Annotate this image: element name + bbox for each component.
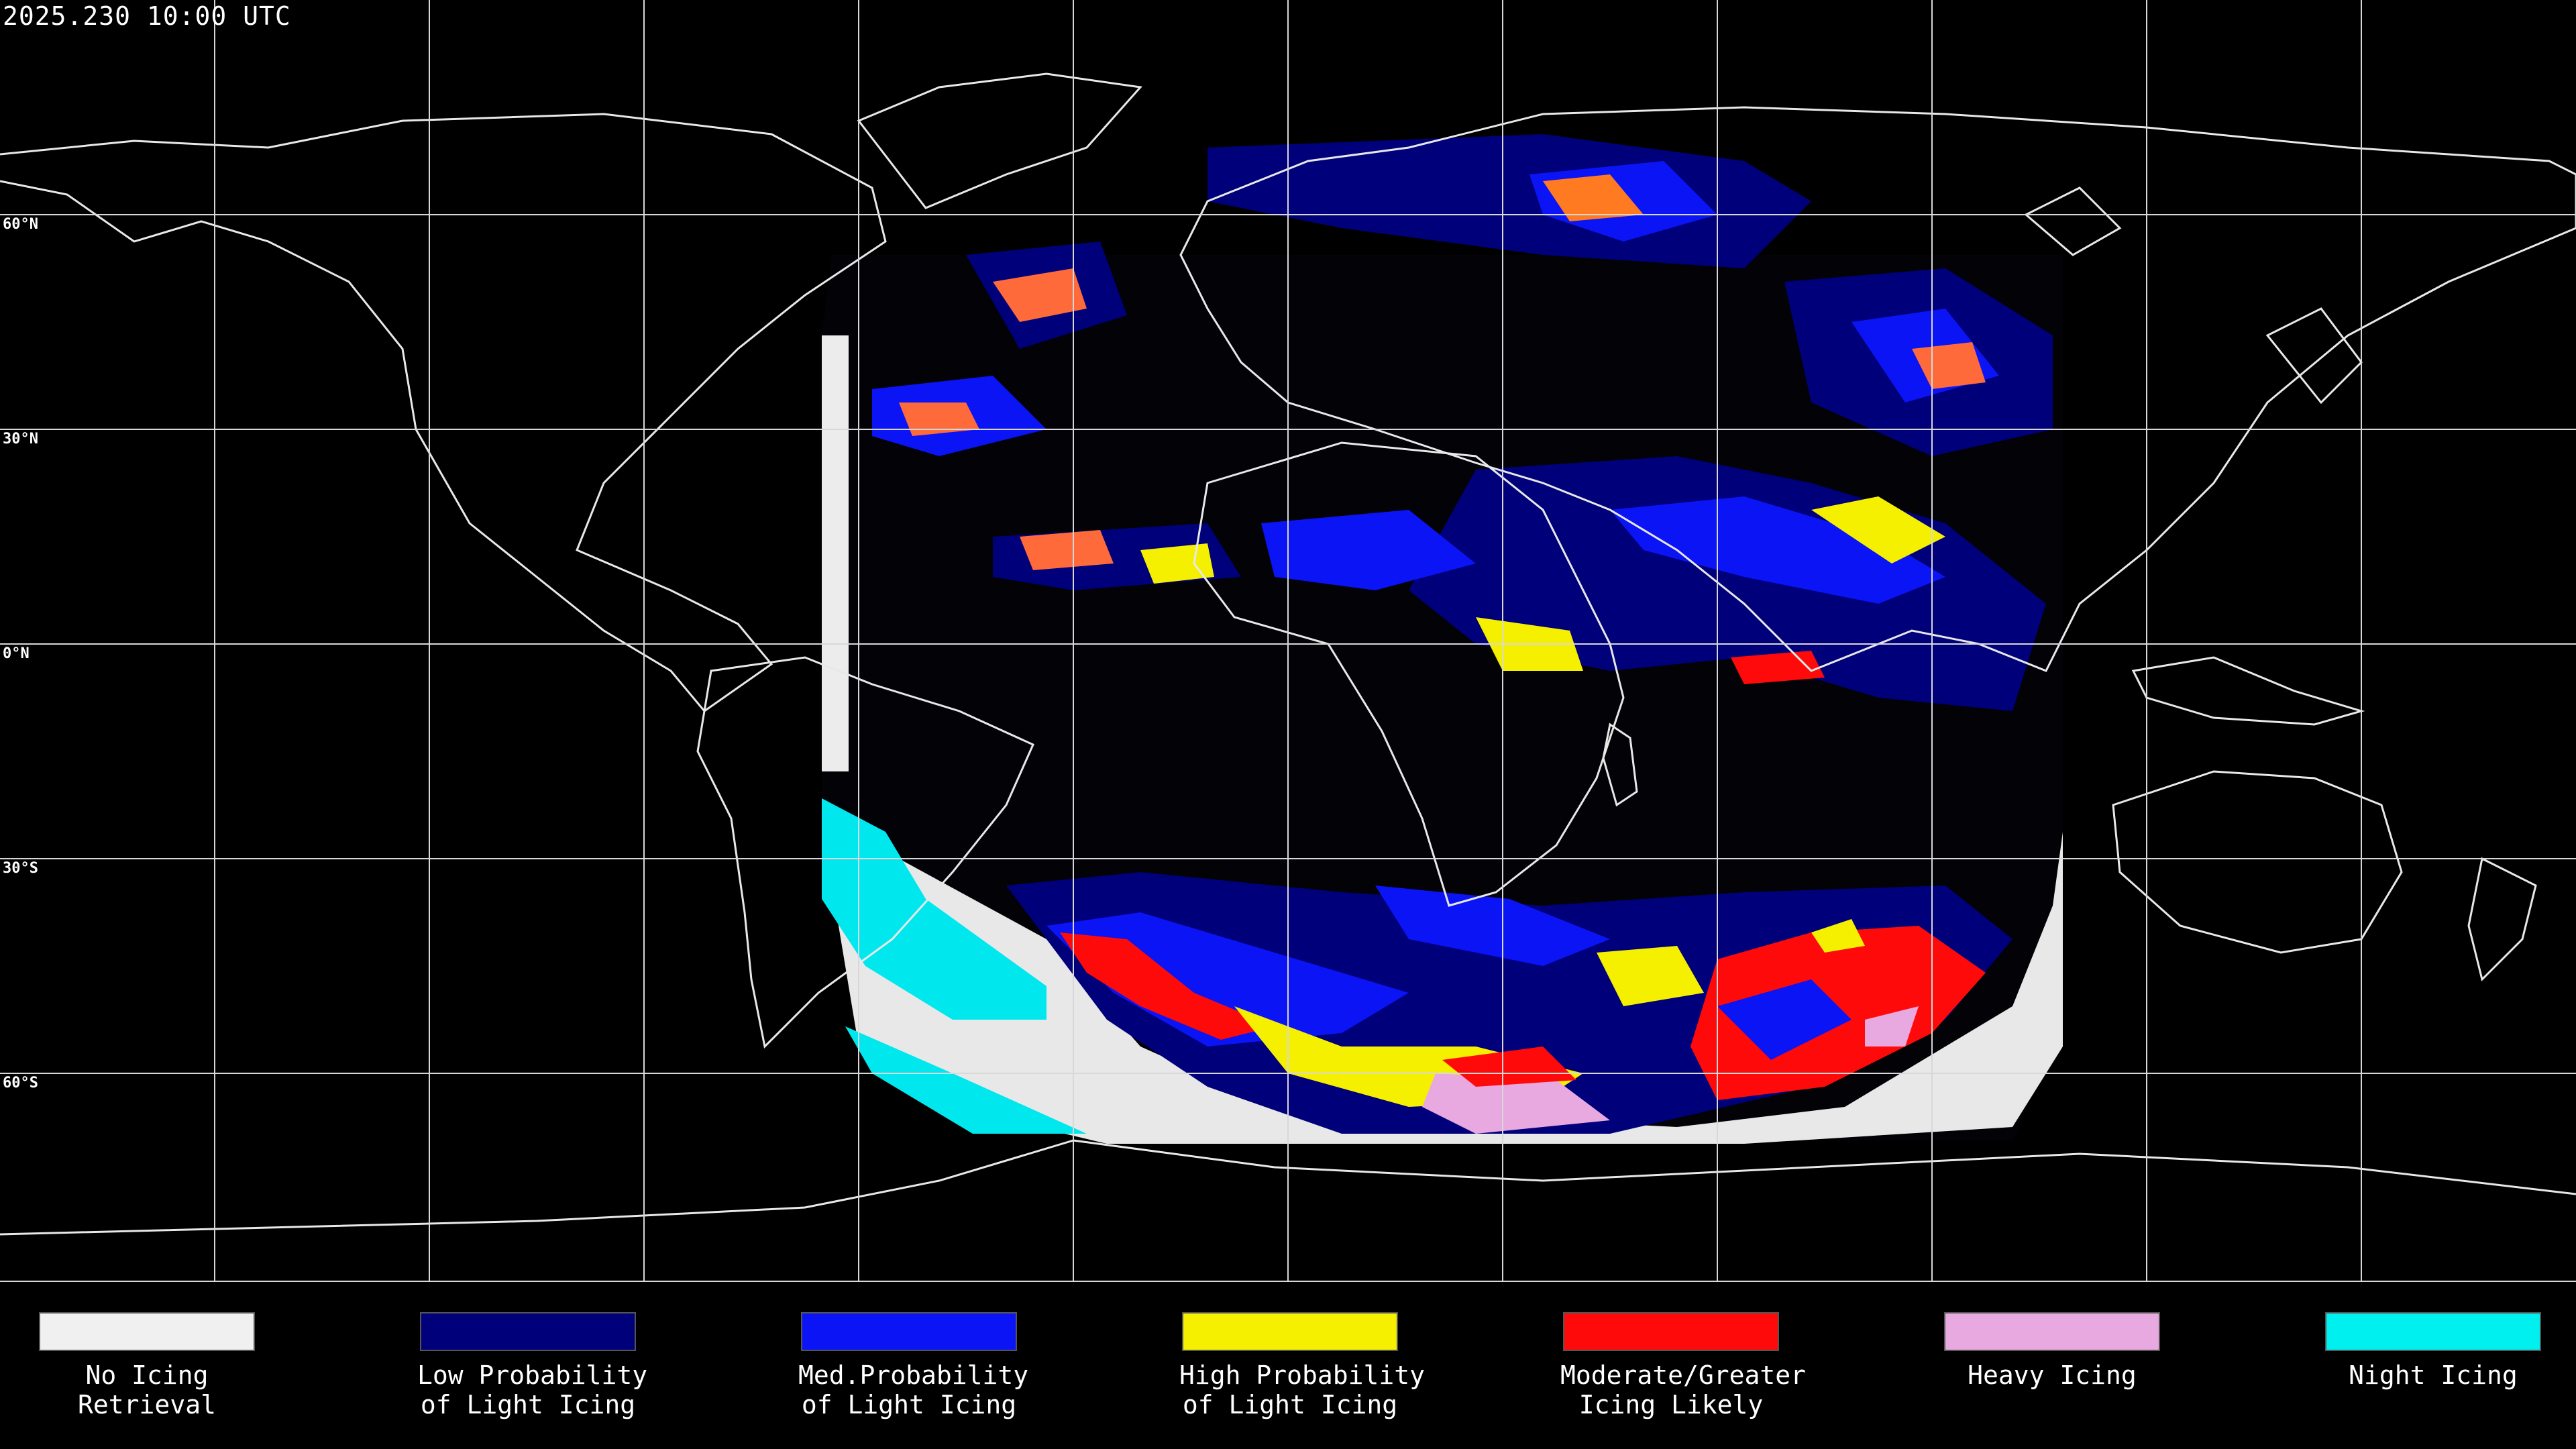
- legend-item-moderate-greater: Moderate/Greater Icing Likely: [1560, 1312, 1807, 1419]
- legend-label-night-icing: Night Icing: [2349, 1360, 2518, 1390]
- legend-label-high-probability: High Probability of Light Icing: [1179, 1360, 1426, 1419]
- legend-swatch-low-probability: [420, 1312, 636, 1351]
- legend-label-med-probability: Med.Probability of Light Icing: [798, 1360, 1029, 1419]
- lat-label-30n: 30°N: [3, 431, 38, 447]
- legend-label-heavy-icing: Heavy Icing: [1968, 1360, 2137, 1390]
- timestamp-label: 2025.230 10:00 UTC: [3, 1, 291, 31]
- legend-label-moderate-greater: Moderate/Greater Icing Likely: [1560, 1360, 1807, 1419]
- lat-label-0n: 0°N: [3, 645, 30, 662]
- lat-label-60n: 60°N: [3, 216, 38, 233]
- legend-item-low-probability: Low Probability of Light Icing: [417, 1312, 648, 1419]
- legend-swatch-no-icing: [39, 1312, 255, 1351]
- legend-label-no-icing: No Icing Retrieval: [78, 1360, 216, 1419]
- legend-swatch-moderate-greater: [1563, 1312, 1779, 1351]
- legend-item-no-icing: No Icing Retrieval: [36, 1312, 258, 1419]
- legend-item-heavy-icing: Heavy Icing: [1941, 1312, 2163, 1390]
- lat-label-30s: 30°S: [3, 860, 38, 877]
- legend-swatch-high-probability: [1182, 1312, 1398, 1351]
- legend-swatch-night-icing: [2325, 1312, 2541, 1351]
- legend-swatch-heavy-icing: [1944, 1312, 2160, 1351]
- satellite-coverage: [822, 134, 2063, 1144]
- legend-label-low-probability: Low Probability of Light Icing: [417, 1360, 648, 1419]
- legend: No Icing Retrieval Low Probability of Li…: [0, 1288, 2576, 1449]
- legend-item-night-icing: Night Icing: [2322, 1312, 2544, 1390]
- icing-map: [0, 0, 2576, 1282]
- map-svg: [0, 0, 2576, 1282]
- legend-item-high-probability: High Probability of Light Icing: [1179, 1312, 1426, 1419]
- coastlines: [0, 72, 2576, 1236]
- legend-swatch-med-probability: [801, 1312, 1017, 1351]
- graticule: [0, 0, 2576, 1282]
- lat-label-60s: 60°S: [3, 1075, 38, 1091]
- legend-item-med-probability: Med.Probability of Light Icing: [798, 1312, 1029, 1419]
